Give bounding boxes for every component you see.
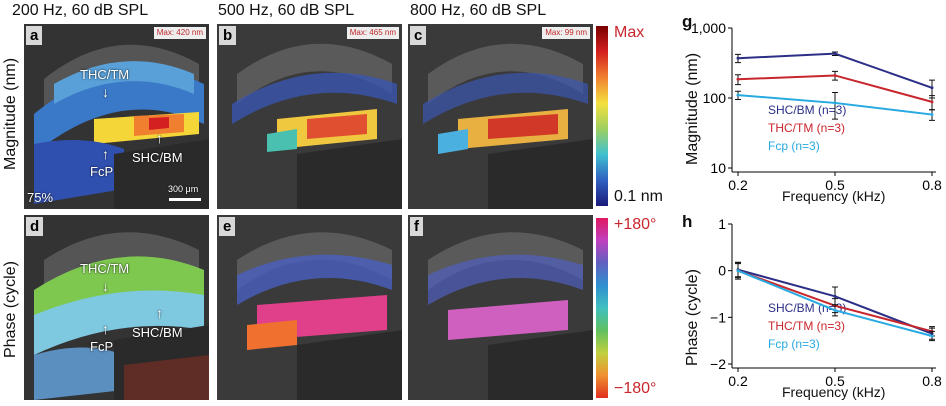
arrow-down-icon: ↓: [102, 278, 109, 294]
arrow-up-icon: ↑: [156, 130, 163, 146]
panel-b-image: [217, 24, 402, 209]
x-tick-label: 0.8: [922, 373, 942, 389]
chart-g-xlabel: Frequency (kHz): [782, 188, 886, 204]
data-point: [930, 334, 934, 338]
x-tick-label: 0.2: [728, 373, 748, 389]
y-tick-label: 1: [718, 216, 726, 232]
chart-h-ylabel: Phase (cycle): [684, 269, 701, 366]
legend-entry-shc-bm: SHC/BM (n=3): [768, 103, 846, 117]
colorbar-min-label: 0.1 nm: [614, 188, 663, 205]
column-title-200hz: 200 Hz, 60 dB SPL: [12, 2, 149, 19]
arrow-down-icon: ↓: [102, 84, 109, 100]
data-point: [833, 73, 837, 77]
error-bar: [832, 91, 838, 120]
percent-label: 75%: [27, 190, 54, 205]
x-tick-label: 0.8: [922, 177, 942, 193]
panel-b-magnitude-500hz: b Max: 465 nm: [217, 24, 402, 209]
legend-entry-thc-tm: THC/TM (n=3): [768, 121, 845, 135]
column-title-500hz: 500 Hz, 60 dB SPL: [218, 2, 355, 19]
data-point: [736, 56, 740, 60]
axis-line: [731, 224, 936, 369]
phase-chart: 1 0 −1 −20.2 0.5 0.8 SHC/BM (n=3) THC/TM (n=3) F…: [710, 216, 942, 389]
data-point: [736, 269, 740, 273]
y-tick-label: 100: [703, 90, 727, 106]
legend-entry-shc-bm: SHC/BM (n=3): [768, 301, 846, 315]
arrow-up-icon: ↑: [156, 305, 163, 321]
data-point: [833, 52, 837, 56]
row-label-phase: Phase (cycle): [2, 261, 19, 358]
data-point: [736, 77, 740, 81]
label-thc-tm: THC/TM: [80, 67, 130, 82]
legend-entry-fcp: Fcp (n=3): [768, 337, 820, 351]
panel-e-image: [217, 215, 402, 400]
max-label-c: Max: 99 nm: [542, 27, 590, 39]
panel-letter-c: c: [410, 26, 427, 45]
row-label-magnitude: Magnitude (nm): [2, 57, 19, 170]
colorbar-plus180-label: +180°: [614, 216, 657, 233]
panel-a-image: [24, 24, 209, 209]
panel-letter-a: a: [26, 26, 43, 45]
colorbar-minus180-label: −180°: [614, 380, 657, 397]
label-shc-bm: SHC/BM: [132, 150, 183, 165]
magnitude-chart: 1,000 100 100.2 0.5 0.8 SHC/BM (n=3) THC/TM (n…: [691, 20, 942, 193]
colorbar-max-label: Max: [614, 24, 645, 41]
series-line-shc-bm: [737, 52, 933, 89]
label-shc-bm: SHC/BM: [132, 325, 183, 340]
max-label-b: Max: 465 nm: [346, 27, 399, 39]
legend-entry-fcp: Fcp (n=3): [768, 139, 820, 153]
label-fcp: FcP: [90, 339, 114, 354]
legend-entry-thc-tm: THC/TM (n=3): [768, 319, 845, 333]
y-tick-label: −2: [710, 356, 726, 372]
panel-e-phase-500hz: e: [217, 215, 402, 400]
scale-bar: [169, 198, 201, 201]
panel-d-phase-200hz: d THC/TM ↓ ↑ FcP ↑ SHC/BM: [24, 215, 209, 400]
data-point: [833, 308, 837, 312]
phase-colorbar: [596, 218, 608, 398]
panel-letter-d: d: [26, 217, 44, 236]
x-tick-label: 0.5: [825, 373, 845, 389]
x-tick-label: 0.2: [728, 177, 748, 193]
label-thc-tm: THC/TM: [80, 261, 130, 276]
y-tick-label: 1,000: [691, 20, 726, 36]
data-point: [833, 101, 837, 105]
y-tick-label: −1: [710, 309, 726, 325]
panel-f-image: [408, 215, 593, 400]
data-point: [736, 93, 740, 97]
y-tick-label: 10: [710, 160, 726, 176]
chart-letter-h: h: [682, 212, 693, 231]
magnitude-colorbar: [596, 26, 608, 206]
panel-letter-f: f: [410, 217, 423, 236]
arrow-up-icon: ↑: [102, 321, 109, 337]
max-label-a: Max: 420 nm: [153, 27, 206, 39]
panel-letter-e: e: [219, 217, 236, 236]
axis-line: [731, 28, 936, 173]
data-point: [930, 86, 934, 90]
data-point: [930, 113, 934, 117]
chart-g-ylabel: Magnitude (nm): [684, 52, 701, 165]
chart-h-xlabel: Frequency (kHz): [782, 384, 886, 400]
panel-letter-b: b: [219, 26, 237, 45]
data-point: [930, 100, 934, 104]
data-point: [833, 294, 837, 298]
arrow-up-icon: ↑: [102, 146, 109, 162]
column-title-800hz: 800 Hz, 60 dB SPL: [410, 2, 547, 19]
x-tick-label: 0.5: [825, 177, 845, 193]
scale-bar-label: 300 μm: [168, 184, 199, 194]
panel-c-magnitude-800hz: c Max: 99 nm: [408, 24, 593, 209]
panel-c-image: [408, 24, 593, 209]
label-fcp: FcP: [90, 164, 114, 179]
panel-f-phase-800hz: f: [408, 215, 593, 400]
panel-d-image: [24, 215, 209, 400]
panel-a-magnitude-200hz: a Max: 420 nm THC/TM ↓ ↑ FcP ↑ SHC/BM 75…: [24, 24, 209, 209]
chart-letter-g: g: [682, 12, 693, 31]
y-tick-label: 0: [718, 263, 726, 279]
